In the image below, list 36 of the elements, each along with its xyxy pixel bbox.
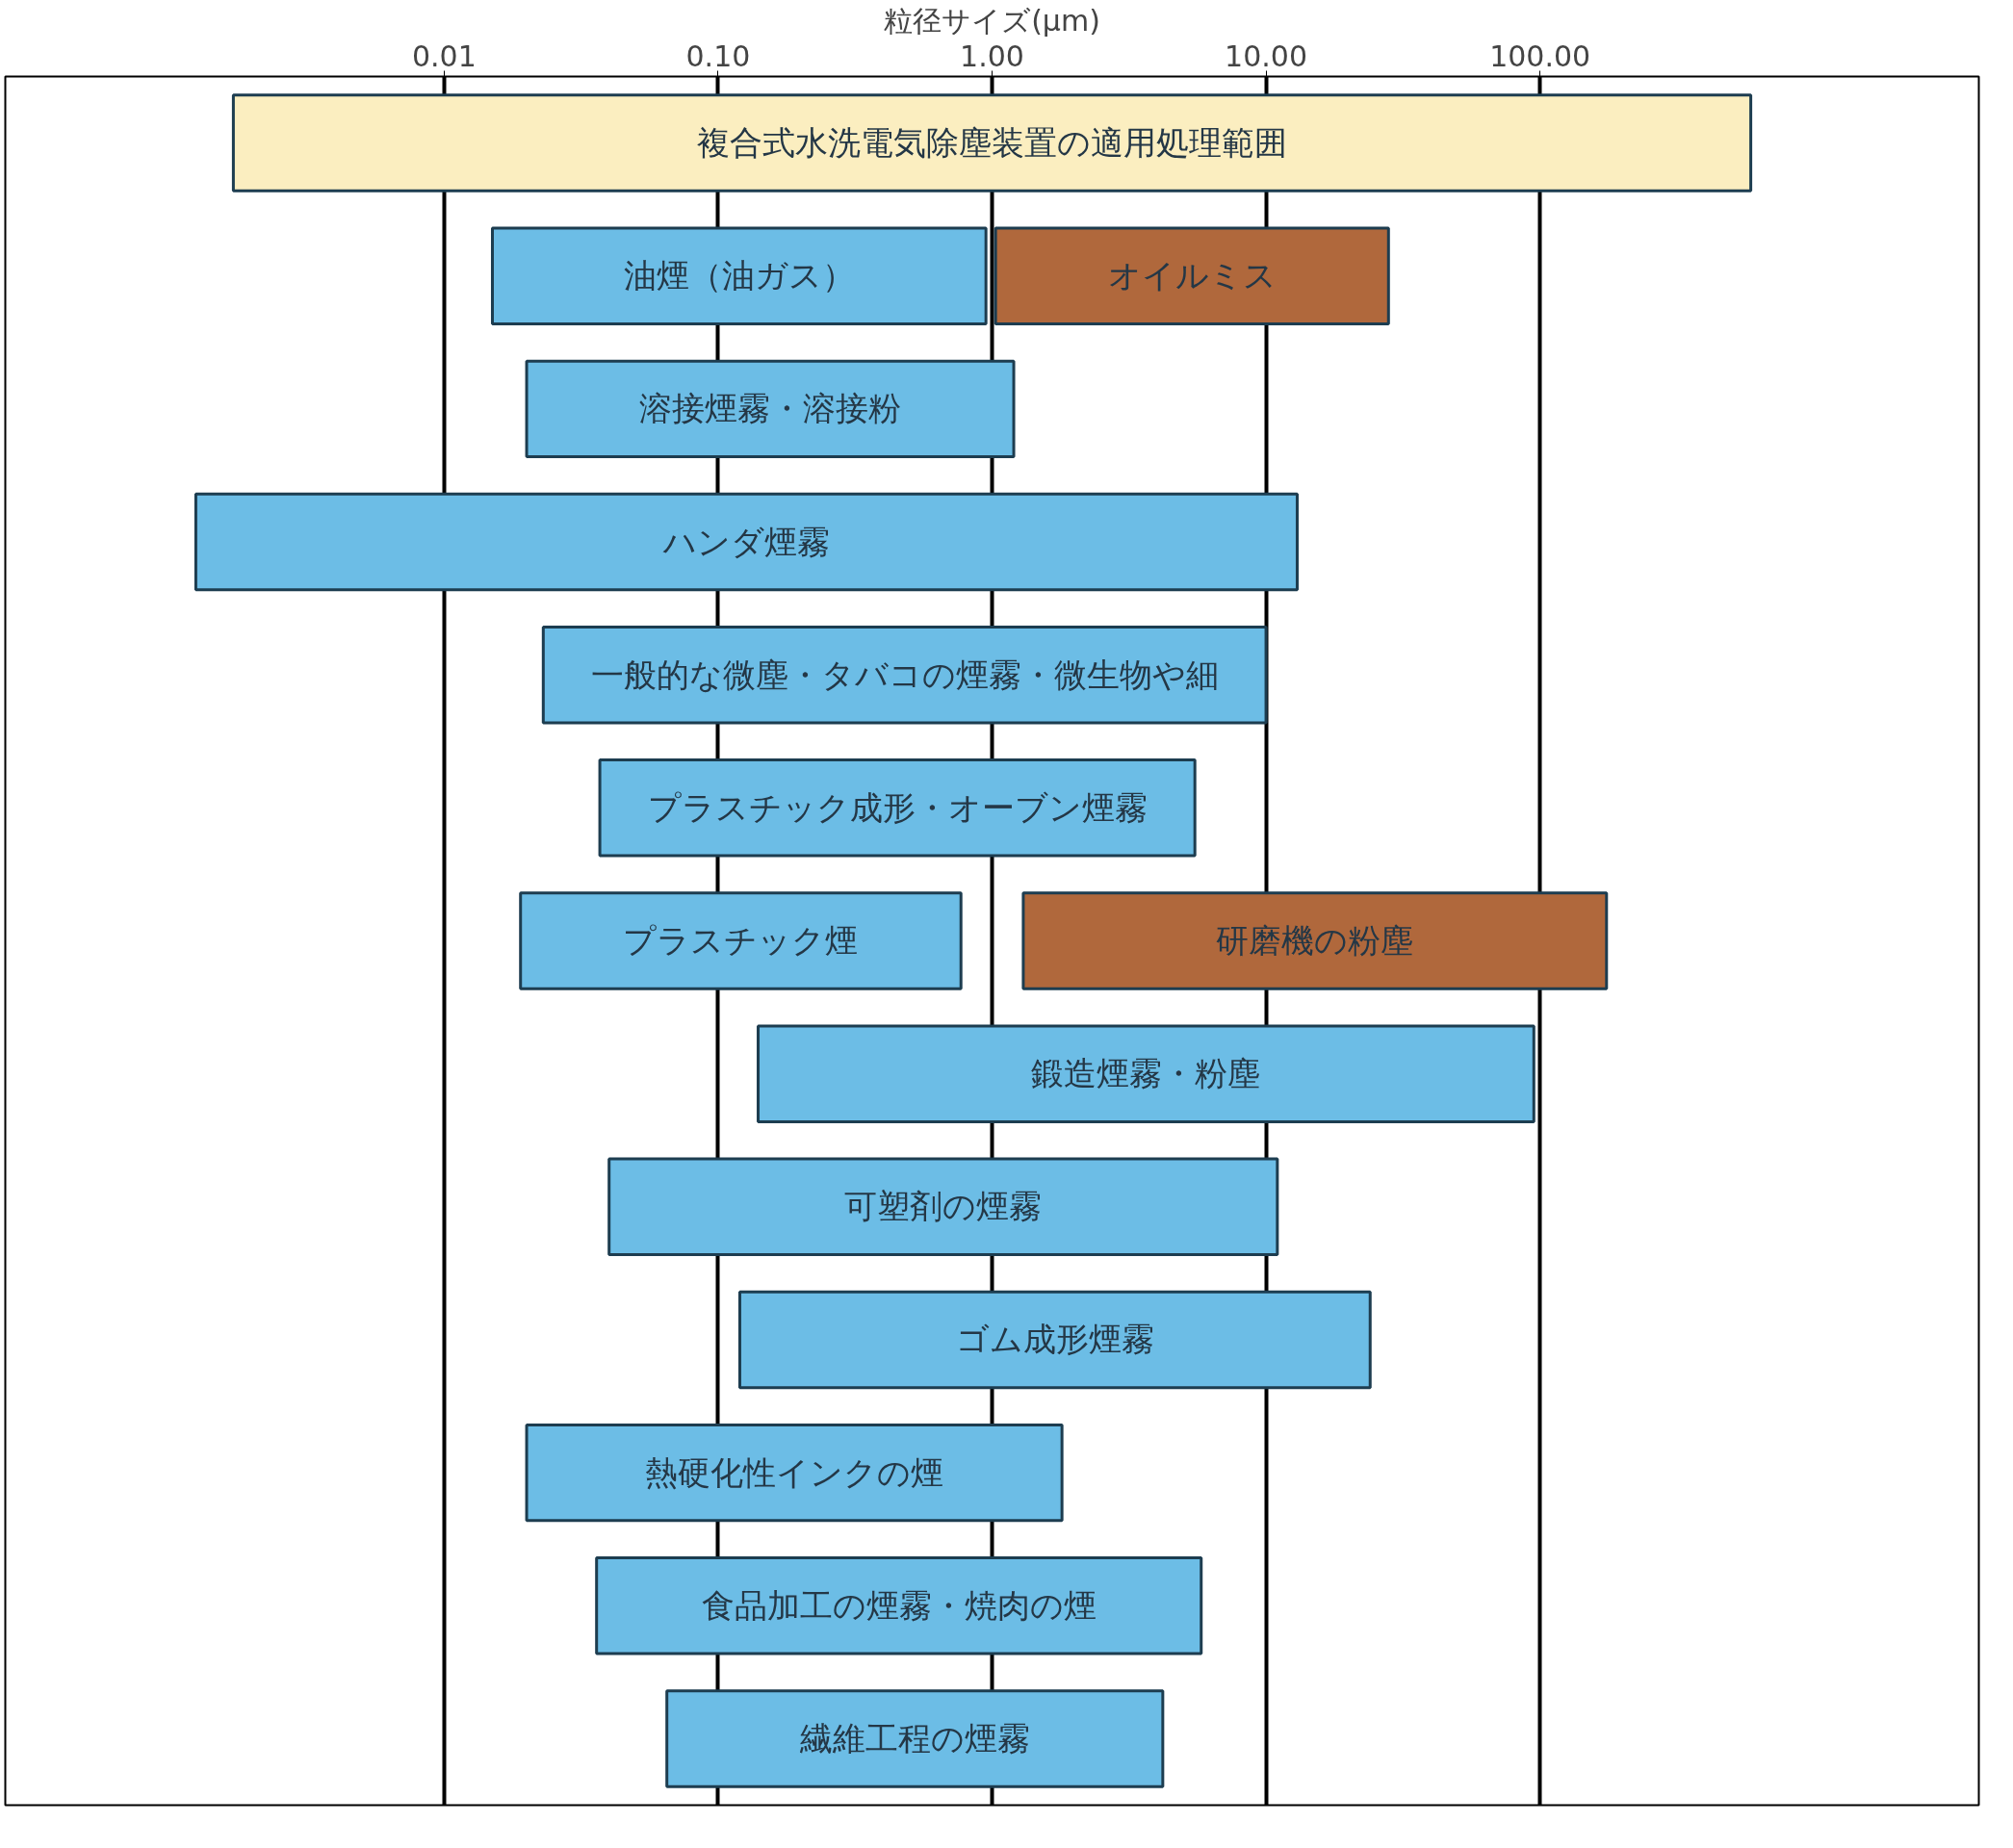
bar [525, 1423, 1064, 1523]
bar [519, 891, 963, 990]
bar [595, 1556, 1203, 1656]
data-label: プラスチック煙 [623, 923, 859, 959]
x-tick-label: 0.10 [685, 38, 751, 73]
data-label: 繊維工程の煙霧 [798, 1720, 1030, 1757]
data-label: 溶接煙霧・溶接粉 [639, 391, 902, 427]
bar [757, 1024, 1536, 1123]
x-tick-label: 100.00 [1489, 38, 1591, 73]
data-label: 可塑剤の煙霧 [844, 1189, 1043, 1225]
data-label: 研磨機の粉塵 [1216, 923, 1414, 959]
data-label: ゴム成形煙霧 [955, 1322, 1154, 1358]
data-label: オイルミス [1107, 258, 1277, 295]
bar [541, 625, 1268, 725]
bar [598, 758, 1197, 858]
bar [1021, 891, 1609, 990]
data-label: 食品加工の煙霧・焼肉の煙 [701, 1587, 1097, 1624]
data-label: 熱硬化性インクの煙 [645, 1454, 944, 1491]
bar [994, 226, 1390, 325]
data-label: 油煙（油ガス） [623, 258, 855, 295]
x-tick-label: 0.01 [411, 38, 477, 73]
bar [607, 1157, 1279, 1257]
data-label: プラスチック成形・オーブン煙霧 [647, 789, 1148, 826]
data-label: 複合式水洗電気除塵装置の適用処理範囲 [697, 125, 1288, 162]
bar [665, 1689, 1165, 1788]
data-label: ハンダ煙霧 [661, 524, 830, 560]
bar [490, 226, 988, 325]
bar [737, 1290, 1372, 1390]
x-tick-label: 10.00 [1225, 38, 1308, 73]
x-tick-label: 1.00 [960, 38, 1024, 73]
bar [231, 93, 1753, 192]
bar [194, 492, 1299, 592]
x-axis-title: 粒径サイズ(μm) [884, 3, 1100, 38]
bar [525, 359, 1016, 459]
data-label: 一般的な微塵・タバコの煙霧・微生物や細 [590, 656, 1219, 693]
data-label: 鍛造煙霧・粉塵 [1031, 1056, 1261, 1092]
